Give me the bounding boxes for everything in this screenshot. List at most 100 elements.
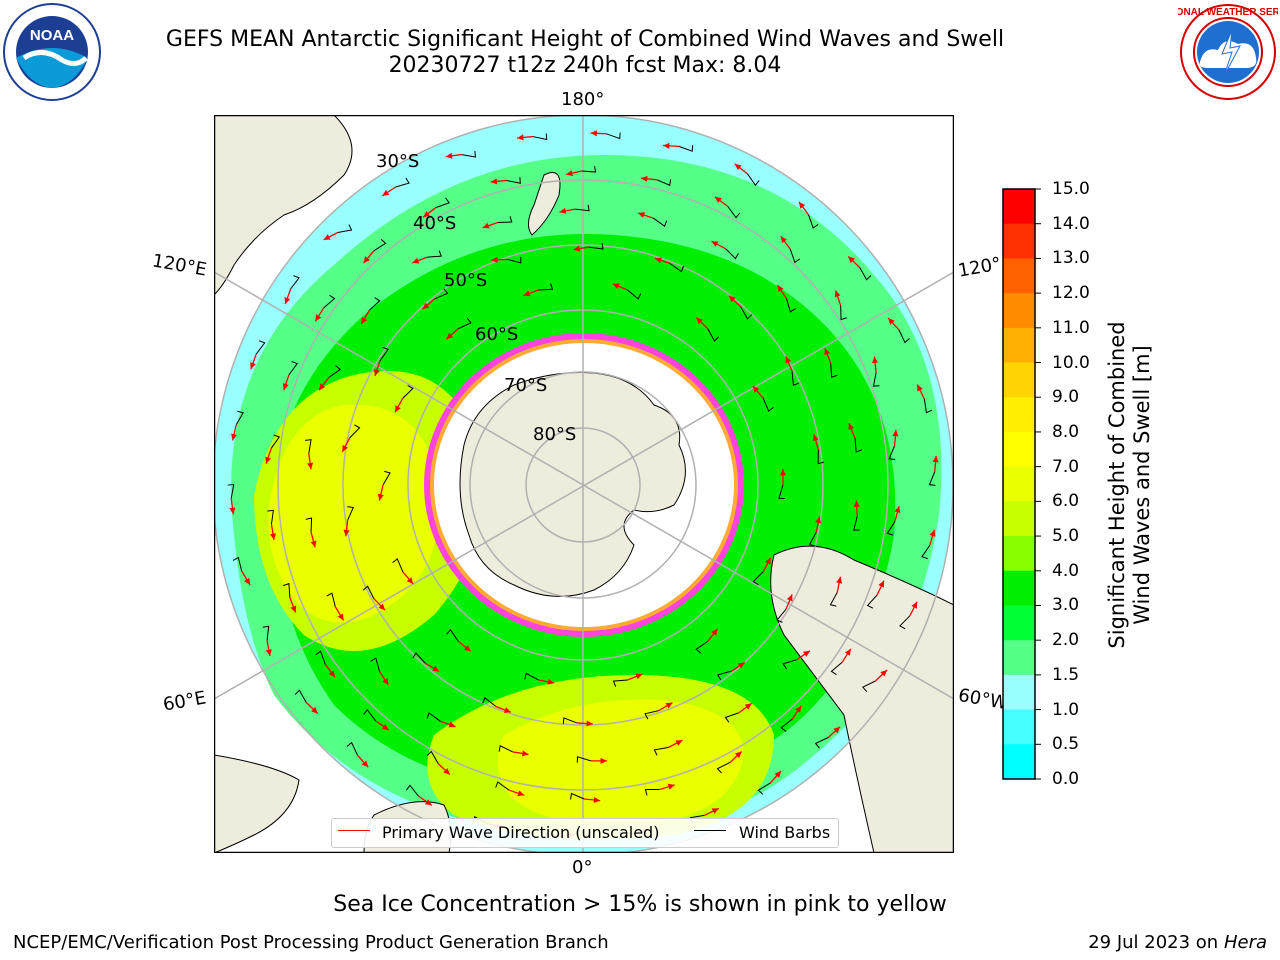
colorbar-tick-label: 2.0 [1052,630,1080,651]
colorbar-label: Significant Height of Combined Wind Waves… [1100,190,1160,780]
colorbar-tick-label: 13.0 [1052,248,1090,269]
wind-barb [830,363,838,378]
credit-text: NCEP/EMC/Verification Post Processing Pr… [13,932,609,953]
wave-arrow-head [445,152,453,159]
wave-arrow-head [231,433,237,441]
wave-arrow-head [638,212,645,218]
wind-barb [369,297,381,311]
wave-arrow-head [573,245,580,252]
wind-barb [606,132,621,140]
wave-arrow-head [744,703,752,710]
wave-arrow-head [696,317,703,325]
wave-band-6m-south [497,699,744,826]
wave-arrow-head [432,665,440,672]
wind-barb [644,789,660,796]
wind-barb [461,150,477,158]
wind-barb [898,329,910,344]
wave-arrow-head [667,783,675,790]
date-stamp: 29 Jul 2023 on Hera [1088,933,1267,953]
wind-barb [652,217,668,227]
wind-barb [669,263,684,273]
wind-barb [315,650,326,665]
wind-barb [362,585,375,599]
wave-arrow-head [566,170,573,177]
wind-barb [283,582,291,598]
wind-barb [426,750,439,764]
wave-arrow-head [711,628,718,636]
wind-barb [290,275,300,290]
wind-barb [349,424,361,439]
wind-barb [402,385,414,399]
wind-barb [776,608,787,623]
colorbar-segment [1003,640,1035,676]
wind-barb [588,243,604,250]
wind-barb [379,346,389,362]
wind-barb [862,680,876,693]
wind-barb [288,360,298,376]
wind-barb [612,679,628,687]
wind-barb [740,306,753,320]
wave-arrow-head [932,455,939,463]
wind-barb [235,410,244,426]
wave-arrow-head [785,356,792,364]
wind-barb [232,556,243,572]
wave-arrow-head [422,302,430,310]
wave-arrow-head [446,332,454,340]
colorbar [1002,188,1041,780]
wave-legend-swatch [338,830,370,831]
wind-barb [830,661,843,676]
wave-arrow-head [774,770,781,778]
wind-barb [727,206,741,219]
colorbar-segment [1003,709,1035,745]
lat-label-80s: 80°S [533,424,577,445]
wind-barb [817,449,825,465]
colorbar-tick-label: 9.0 [1052,387,1080,408]
wave-arrow-head [737,662,745,669]
wave-arrow-head [523,290,531,297]
wind-barb [575,204,590,212]
colorbar-tick-label: 5.0 [1052,526,1080,547]
wind-barb [780,718,793,732]
wave-arrow-head [521,750,529,757]
wind-barb [347,506,354,521]
wave-arrow-head [323,234,331,240]
wind-barb [255,340,266,355]
wind-barb [576,756,591,763]
colorbar-tick-label: 1.5 [1052,664,1080,685]
wave-arrow-head [517,134,524,141]
colorbar-segment [1003,362,1035,398]
wind-barb [785,298,796,313]
wave-arrow-head [328,670,335,678]
wave-arrow-head [448,721,456,728]
wind-barb [928,471,936,486]
wind-barb [323,294,336,309]
wave-arrow-head [848,256,855,263]
wind-barb [532,133,548,141]
wave-arrow-head [229,507,236,515]
wind-barb [458,317,472,330]
wind-barb [695,640,708,654]
wind-barb [853,516,860,531]
wind-barb [886,521,896,536]
wind-barb [854,437,863,453]
wave-arrow-head [424,799,432,806]
wave-band-6m [268,404,440,623]
wind-barb [791,371,800,386]
wave-arrow-head [337,613,344,621]
wave-arrow-head [490,178,498,185]
colorbar-label-line2: Wind Waves and Swell [m] [1130,345,1154,625]
wind-barb [382,470,391,486]
wind-barb [840,305,847,321]
wind-barb [888,445,896,461]
colorbar-tick-label: 8.0 [1052,421,1080,442]
wind-barb [707,328,720,342]
colorbar-tick-label: 12.0 [1052,283,1090,304]
wave-arrow-head [844,648,851,656]
wave-arrow-head [590,130,598,137]
wave-arrow-head [244,577,250,585]
chart-subtitle: 20230727 t12z 240h fcst Max: 8.04 [388,53,782,78]
wave-arrow-head [503,707,511,713]
wind-barb [506,177,521,184]
wave-arrow-head [310,540,317,548]
wind-barb [395,177,410,188]
